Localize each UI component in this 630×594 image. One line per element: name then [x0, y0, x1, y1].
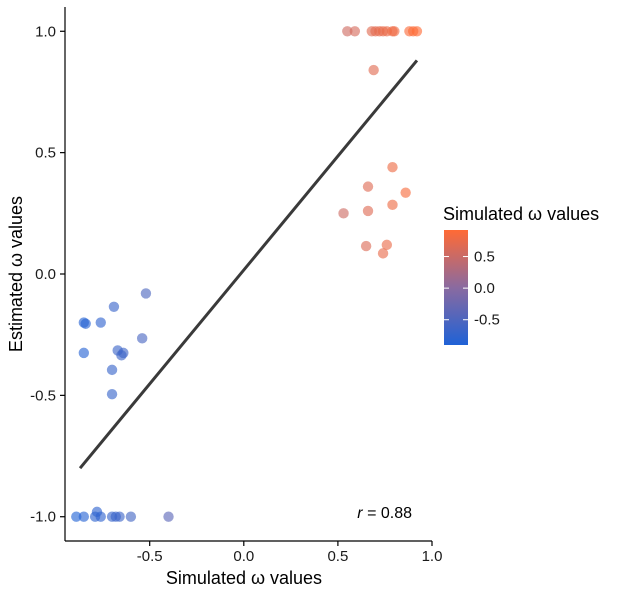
data-point — [106, 388, 118, 400]
x-tick-label: 1.0 — [422, 548, 443, 565]
data-points — [71, 26, 423, 522]
data-point — [338, 208, 349, 219]
data-point — [360, 240, 372, 252]
y-axis-ticks: -1.0 -0.5 0.0 0.5 1.0 — [30, 23, 65, 526]
data-point — [80, 318, 91, 329]
data-point — [71, 511, 82, 522]
color-legend: Simulated ω values 0.5 0.0 -0.5 — [443, 204, 599, 345]
legend-title: Simulated ω values — [443, 204, 599, 224]
legend-tick-label: -0.5 — [474, 312, 500, 329]
data-point — [387, 199, 398, 211]
x-axis-title: Simulated ω values — [166, 568, 322, 588]
data-point — [95, 511, 106, 522]
y-tick-label: 0.0 — [35, 266, 56, 283]
y-axis-title: Estimated ω values — [6, 196, 26, 352]
x-tick-label: 0.5 — [327, 548, 348, 565]
y-tick-label: -1.0 — [30, 509, 56, 526]
data-point — [342, 26, 353, 37]
data-point — [78, 511, 90, 522]
regression-line — [78, 59, 419, 470]
correlation-r-symbol: r — [357, 505, 363, 522]
correlation-value: = 0.88 — [363, 505, 412, 522]
data-point — [78, 347, 90, 359]
data-point — [362, 181, 374, 192]
data-point — [349, 26, 361, 37]
correlation-annotation: r = 0.88 — [357, 505, 412, 522]
x-tick-label: 0.0 — [233, 548, 254, 565]
legend-tick-label: 0.0 — [474, 280, 495, 297]
data-point — [163, 511, 174, 522]
data-point — [108, 301, 120, 312]
data-point — [389, 26, 400, 37]
data-point — [400, 187, 411, 198]
legend-tick-label: 0.5 — [474, 249, 495, 266]
data-point — [377, 248, 389, 259]
data-point — [106, 364, 118, 376]
data-point — [125, 511, 137, 522]
x-tick-label: -0.5 — [137, 548, 163, 565]
legend-ticks: 0.5 0.0 -0.5 — [444, 249, 500, 329]
data-point — [381, 239, 393, 251]
data-point — [95, 317, 106, 328]
legend-colorbar — [444, 230, 468, 345]
data-point — [136, 333, 148, 344]
data-point — [387, 162, 398, 173]
data-point — [368, 64, 379, 76]
data-point — [140, 288, 152, 299]
y-tick-label: 0.5 — [35, 145, 56, 162]
data-point — [411, 26, 423, 37]
data-point — [362, 205, 374, 217]
data-point — [116, 350, 127, 361]
y-tick-label: 1.0 — [35, 23, 56, 40]
data-point — [114, 511, 125, 522]
x-axis-ticks: -0.5 0.0 0.5 1.0 — [137, 541, 443, 565]
y-tick-label: -0.5 — [30, 387, 56, 404]
